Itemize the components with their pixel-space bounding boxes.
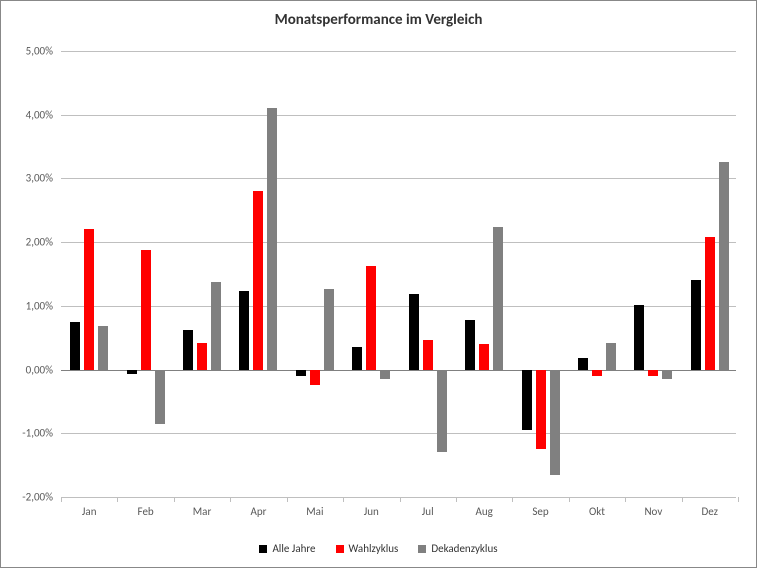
x-axis-label: Dez [702,505,718,518]
y-axis-label: 1,00% [26,299,53,312]
bar [705,237,715,370]
y-axis-label: -1,00% [22,427,53,440]
legend-swatch [259,545,267,553]
legend-label: Wahlzyklus [349,542,399,555]
x-axis-label: Aug [475,505,492,518]
bar [296,370,306,376]
bar [211,282,221,369]
grid-line [61,115,736,116]
bar [197,343,207,370]
bar [70,322,80,369]
bar [155,370,165,424]
bar [409,294,419,370]
legend-label: Alle Jahre [272,542,315,555]
x-tick [569,497,570,502]
x-axis-label: Jul [422,505,434,518]
bar [352,347,362,369]
bar [493,227,503,370]
x-axis-label: Jun [364,505,379,518]
bar [310,370,320,386]
x-tick [456,497,457,502]
bar [98,326,108,369]
legend-item: Alle Jahre [259,542,315,555]
chart-title: Monatsperformance im Vergleich [1,1,756,29]
bar [465,320,475,370]
bar [578,358,588,369]
grid-line [61,433,736,434]
bar [606,343,616,370]
x-axis-label: Apr [250,505,266,518]
x-axis-label: Okt [589,505,605,518]
bar [84,229,94,370]
x-axis-label: Feb [138,505,154,518]
bar [127,370,137,374]
bar [634,305,644,370]
legend-item: Wahlzyklus [336,542,399,555]
x-tick [117,497,118,502]
legend-label: Dekadenzyklus [431,542,497,555]
x-tick [682,497,683,502]
grid-line [61,51,736,52]
x-tick [61,497,62,502]
bar [239,291,249,370]
bar [691,280,701,369]
bar [423,340,433,370]
bar [183,330,193,370]
legend-swatch [418,545,426,553]
y-axis-label: 3,00% [26,172,53,185]
x-axis-label: Jan [82,505,97,518]
x-axis-label: Mai [306,505,323,518]
bar [253,191,263,370]
y-axis-label: 4,00% [26,108,53,121]
legend-swatch [336,545,344,553]
x-tick [287,497,288,502]
bar [324,289,334,369]
x-axis-label: Mar [193,505,212,518]
bar [522,370,532,431]
x-tick [625,497,626,502]
chart-container: Monatsperformance im Vergleich -2,00%-1,… [0,0,757,568]
x-axis-label: Nov [644,505,662,518]
x-tick [738,497,739,502]
x-tick [174,497,175,502]
bar [536,370,546,450]
x-tick [400,497,401,502]
bar [648,370,658,376]
bar [662,370,672,380]
bar [141,250,151,370]
x-axis-label: Sep [532,505,548,518]
bar [719,162,729,370]
legend-item: Dekadenzyklus [418,542,497,555]
y-axis-label: 5,00% [26,45,53,58]
bar [592,370,602,376]
bar [479,344,489,369]
grid-line [61,497,736,498]
bar [380,370,390,380]
x-tick [343,497,344,502]
x-tick [512,497,513,502]
y-axis-label: -2,00% [22,491,53,504]
grid-line [61,178,736,179]
bar [437,370,447,453]
x-tick [230,497,231,502]
grid-line [61,242,736,243]
plot-area: -2,00%-1,00%0,00%1,00%2,00%3,00%4,00%5,0… [61,51,736,497]
y-axis-label: 0,00% [26,363,53,376]
bar [267,108,277,369]
bar [366,266,376,370]
bar [550,370,560,475]
y-axis-label: 2,00% [26,236,53,249]
legend: Alle Jahre Wahlzyklus Dekadenzyklus [1,542,756,555]
